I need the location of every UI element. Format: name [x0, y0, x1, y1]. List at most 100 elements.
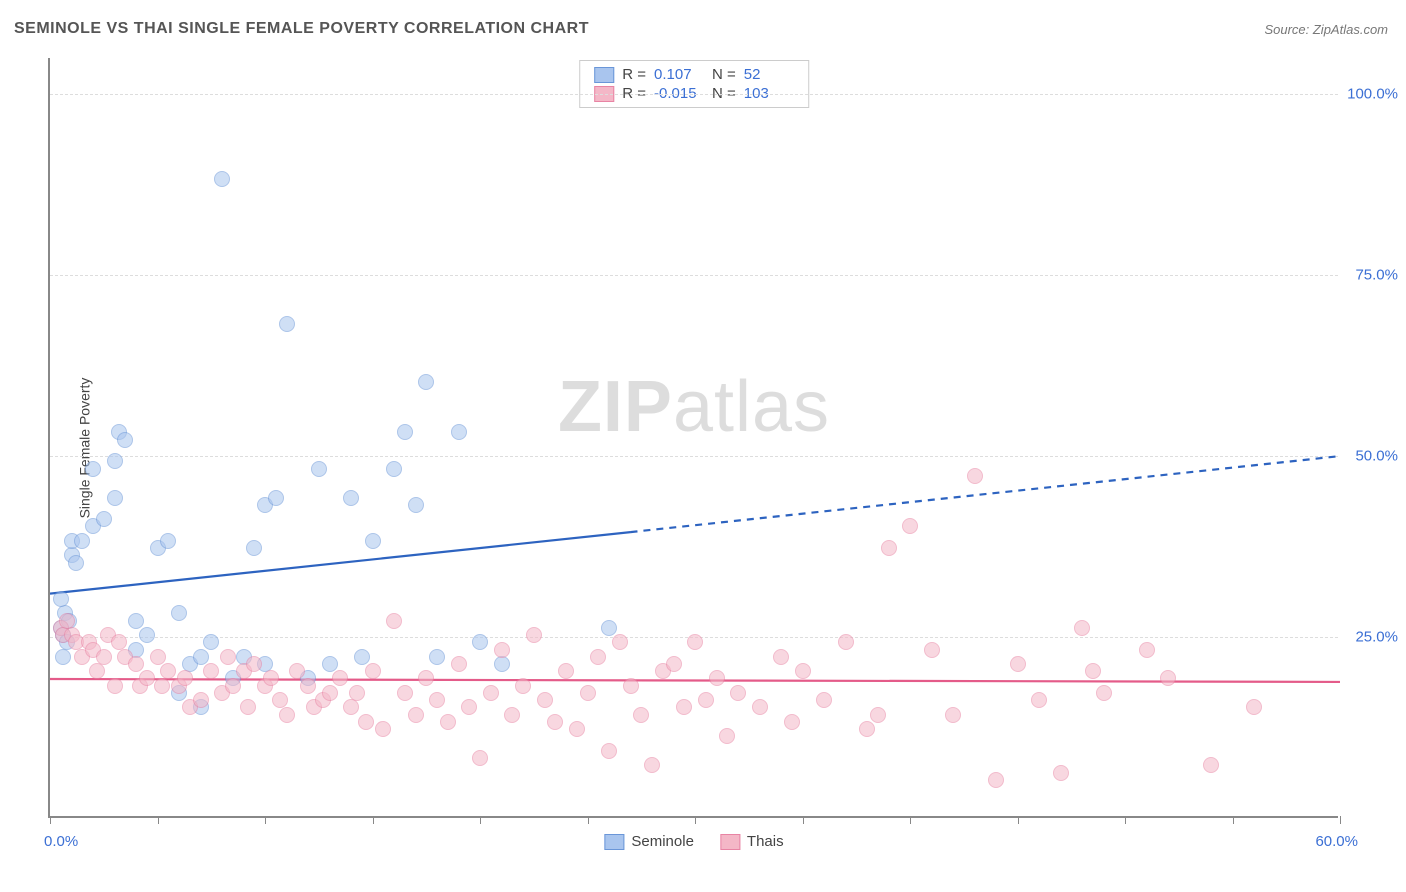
data-point: [386, 461, 402, 477]
data-point: [816, 692, 832, 708]
data-point: [1160, 670, 1176, 686]
data-point: [461, 699, 477, 715]
data-point: [171, 605, 187, 621]
y-tick-label: 100.0%: [1343, 86, 1398, 103]
data-point: [139, 627, 155, 643]
data-point: [967, 468, 983, 484]
data-point: [220, 649, 236, 665]
data-point: [246, 656, 262, 672]
data-point: [451, 424, 467, 440]
data-point: [375, 721, 391, 737]
data-point: [263, 670, 279, 686]
y-tick-label: 25.0%: [1343, 629, 1398, 646]
data-point: [365, 533, 381, 549]
data-point: [74, 533, 90, 549]
chart-area: Single Female Poverty ZIPatlas R =0.107N…: [48, 58, 1378, 838]
data-point: [719, 728, 735, 744]
legend-series-item: Thais: [720, 833, 784, 850]
data-point: [96, 649, 112, 665]
data-point: [558, 663, 574, 679]
data-point: [117, 432, 133, 448]
data-point: [96, 511, 112, 527]
data-point: [203, 663, 219, 679]
data-point: [397, 424, 413, 440]
data-point: [160, 533, 176, 549]
data-point: [676, 699, 692, 715]
data-point: [752, 699, 768, 715]
data-point: [580, 685, 596, 701]
data-point: [547, 714, 563, 730]
data-point: [154, 678, 170, 694]
data-point: [214, 171, 230, 187]
data-point: [1010, 656, 1026, 672]
data-point: [408, 707, 424, 723]
data-point: [644, 757, 660, 773]
legend-swatch: [604, 834, 624, 850]
data-point: [569, 721, 585, 737]
data-point: [160, 663, 176, 679]
data-point: [322, 656, 338, 672]
data-point: [773, 649, 789, 665]
data-point: [504, 707, 520, 723]
data-point: [354, 649, 370, 665]
data-point: [418, 374, 434, 390]
data-point: [601, 620, 617, 636]
data-point: [784, 714, 800, 730]
data-point: [730, 685, 746, 701]
scatter-plot: ZIPatlas R =0.107N =52R =-0.015N =103 0.…: [48, 58, 1338, 818]
data-point: [311, 461, 327, 477]
data-point: [537, 692, 553, 708]
data-point: [859, 721, 875, 737]
data-point: [494, 656, 510, 672]
data-point: [612, 634, 628, 650]
data-point: [68, 555, 84, 571]
data-point: [698, 692, 714, 708]
y-tick-label: 75.0%: [1343, 267, 1398, 284]
x-axis-max-label: 60.0%: [1315, 833, 1358, 850]
data-point: [870, 707, 886, 723]
data-point: [332, 670, 348, 686]
data-point: [300, 678, 316, 694]
data-point: [1085, 663, 1101, 679]
data-point: [85, 461, 101, 477]
data-point: [601, 743, 617, 759]
legend-series: Seminole Thais: [604, 833, 783, 850]
data-point: [150, 649, 166, 665]
data-point: [89, 663, 105, 679]
data-point: [1203, 757, 1219, 773]
data-point: [440, 714, 456, 730]
data-point: [343, 490, 359, 506]
data-point: [365, 663, 381, 679]
data-point: [139, 670, 155, 686]
data-point: [429, 692, 445, 708]
data-point: [515, 678, 531, 694]
data-point: [838, 634, 854, 650]
data-point: [633, 707, 649, 723]
data-point: [386, 613, 402, 629]
data-point: [483, 685, 499, 701]
data-point: [429, 649, 445, 665]
data-point: [349, 685, 365, 701]
data-point: [128, 613, 144, 629]
data-point: [494, 642, 510, 658]
data-point: [988, 772, 1004, 788]
legend-series-label: Seminole: [631, 833, 694, 850]
data-point: [55, 649, 71, 665]
data-point: [408, 497, 424, 513]
data-point: [709, 670, 725, 686]
data-point: [203, 634, 219, 650]
data-point: [268, 490, 284, 506]
x-axis-min-label: 0.0%: [44, 833, 78, 850]
y-tick-label: 50.0%: [1343, 448, 1398, 465]
data-point: [451, 656, 467, 672]
data-point: [1053, 765, 1069, 781]
data-point: [128, 656, 144, 672]
data-point: [225, 678, 241, 694]
data-point: [472, 750, 488, 766]
data-point: [590, 649, 606, 665]
data-point: [358, 714, 374, 730]
data-point: [53, 591, 69, 607]
data-point: [107, 490, 123, 506]
data-point: [397, 685, 413, 701]
data-point: [177, 670, 193, 686]
